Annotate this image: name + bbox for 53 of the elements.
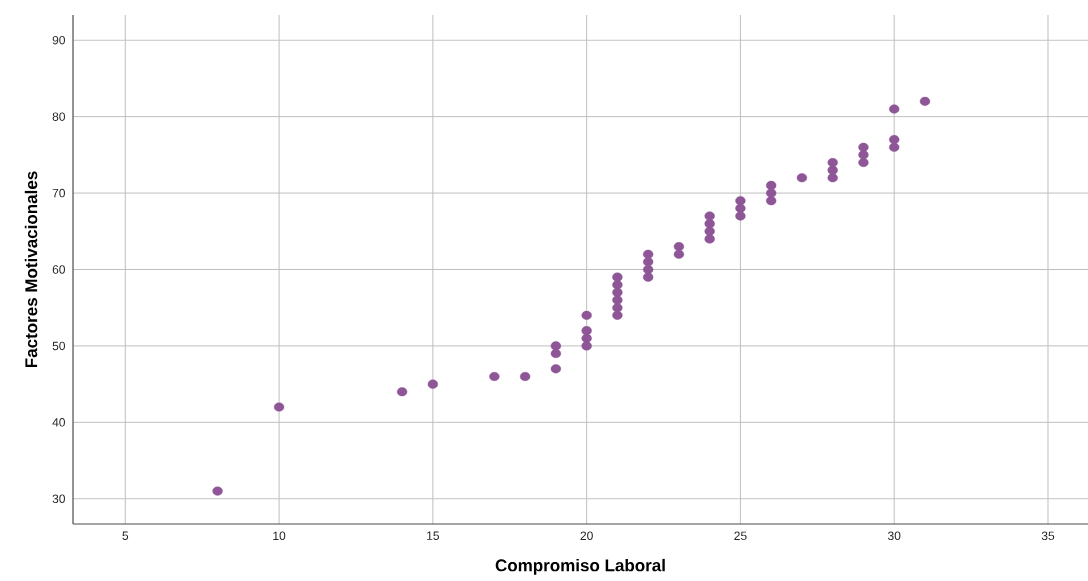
point bbox=[889, 142, 900, 152]
point bbox=[796, 173, 808, 183]
point bbox=[519, 371, 531, 381]
point bbox=[858, 157, 869, 167]
y-tick-label: 80 bbox=[52, 112, 66, 121]
point bbox=[612, 287, 623, 297]
x-axis-title: Compromiso Laboral bbox=[495, 558, 665, 575]
point bbox=[550, 341, 562, 351]
point bbox=[427, 379, 439, 389]
x-tick-label: 20 bbox=[580, 531, 593, 541]
point bbox=[612, 310, 623, 320]
y-axis-title: Factores Motivacionales bbox=[24, 171, 38, 368]
point bbox=[612, 295, 623, 305]
x-tick-label: 35 bbox=[1041, 531, 1055, 541]
point bbox=[396, 387, 408, 397]
point bbox=[704, 234, 715, 244]
point bbox=[643, 249, 654, 259]
y-tick-label: 50 bbox=[52, 341, 66, 351]
x-tick-label: 25 bbox=[734, 531, 747, 541]
point bbox=[704, 211, 715, 221]
point bbox=[673, 249, 685, 259]
point bbox=[673, 242, 685, 252]
x-tick-label: 10 bbox=[273, 531, 286, 541]
point bbox=[643, 272, 654, 282]
y-tick-label: 90 bbox=[52, 35, 66, 45]
point bbox=[581, 341, 592, 351]
y-tick-label: 60 bbox=[52, 265, 66, 274]
point bbox=[889, 104, 900, 114]
point bbox=[612, 272, 623, 282]
point bbox=[827, 165, 838, 175]
point bbox=[858, 142, 869, 152]
point bbox=[735, 196, 746, 206]
point bbox=[212, 486, 223, 496]
point bbox=[273, 402, 285, 412]
x-tick-label: 5 bbox=[122, 531, 129, 540]
point bbox=[581, 310, 592, 320]
point bbox=[489, 371, 500, 381]
point bbox=[827, 157, 838, 167]
point bbox=[550, 364, 562, 374]
x-tick-label: 30 bbox=[887, 531, 901, 541]
point bbox=[735, 211, 746, 221]
x-tick-label: 15 bbox=[427, 531, 440, 540]
point bbox=[704, 226, 715, 236]
point bbox=[581, 333, 592, 343]
point bbox=[889, 135, 900, 145]
y-tick-label: 40 bbox=[52, 418, 66, 427]
point bbox=[581, 326, 592, 336]
y-tick-label: 30 bbox=[52, 494, 66, 504]
point bbox=[735, 203, 746, 213]
point bbox=[766, 188, 777, 198]
y-tick-label: 70 bbox=[52, 188, 66, 198]
point bbox=[919, 96, 931, 106]
point bbox=[766, 180, 777, 190]
